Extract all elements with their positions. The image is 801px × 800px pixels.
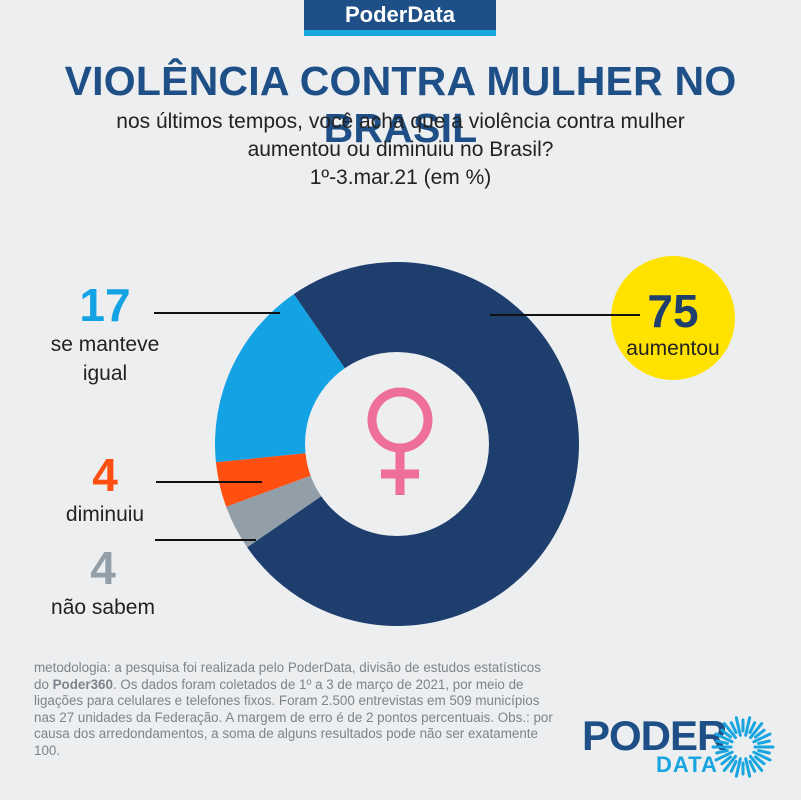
label-diminuiu: 4 diminuiu	[40, 452, 170, 529]
sunburst-ray	[729, 759, 738, 773]
poderdata-badge: PoderData	[304, 0, 496, 36]
text-aumentou: aumentou	[626, 337, 720, 360]
sunburst-ray	[722, 722, 738, 740]
sunburst-ray	[744, 757, 752, 778]
sunburst-ray	[748, 759, 757, 773]
sunburst-ray	[748, 721, 757, 735]
sunburst-ray	[734, 757, 742, 778]
sunburst-ray	[729, 721, 738, 735]
value-aumentou: 75	[647, 285, 699, 337]
subtitle-question-line2: aumentou ou diminuiu no Brasil?	[247, 138, 554, 161]
sunburst-ray	[748, 722, 764, 740]
methodology-brand: Poder360	[52, 676, 113, 692]
text-se-manteve-line1: se manteve	[50, 333, 160, 356]
page-title: VIOLÊNCIA CONTRA MULHER NO BRASIL	[64, 58, 737, 151]
sunburst-ray	[754, 728, 766, 739]
methodology-note: metodologia: a pesquisa foi realizada pe…	[34, 660, 554, 760]
sunburst-ray	[722, 754, 738, 772]
value-nao-sabem: 4	[90, 542, 116, 594]
female-symbol-icon	[367, 387, 433, 495]
logo-data-text: DATA	[656, 752, 718, 777]
sunburst-ray	[714, 732, 734, 744]
sunburst-ray	[752, 750, 772, 762]
logo-poder-text: PODER	[582, 712, 727, 759]
sunburst-ray	[752, 732, 772, 744]
methodology-part2: . Os dados foram coletados de 1º a 3 de …	[34, 676, 553, 758]
sunburst-logo-icon	[711, 716, 775, 778]
methodology-part1: metodologia: a pesquisa foi realizada pe…	[34, 660, 541, 692]
subtitle-question-line1: nos últimos tempos, você acha que a viol…	[116, 110, 685, 133]
text-diminuiu: diminuiu	[65, 503, 145, 526]
label-aumentou: 75 aumentou	[603, 288, 743, 363]
value-diminuiu: 4	[92, 449, 118, 501]
label-nao-sabem: 4 não sabem	[33, 545, 173, 622]
poderdata-logo: PODER DATA	[582, 712, 782, 782]
sunburst-ray	[744, 716, 752, 737]
sunburst-ray	[715, 739, 729, 745]
sunburst-ray	[757, 739, 771, 745]
sunburst-ray	[715, 749, 729, 755]
sunburst-ray	[757, 749, 771, 755]
sunburst-ray	[754, 755, 766, 766]
subtitle-date: 1º-3.mar.21 (em %)	[309, 166, 492, 189]
sunburst-ray	[714, 750, 734, 762]
value-se-manteve-igual: 17	[79, 279, 131, 331]
sunburst-ray	[720, 728, 732, 739]
label-se-manteve-igual: 17 se manteve igual	[30, 282, 180, 388]
highlight-circle-aumentou	[611, 256, 735, 380]
subtitle: nos últimos tempos, você acha que a viol…	[0, 108, 801, 192]
text-se-manteve-line2: igual	[82, 362, 128, 385]
sunburst-ray	[734, 716, 742, 737]
sunburst-ray	[748, 754, 764, 772]
text-nao-sabem: não sabem	[51, 596, 155, 619]
sunburst-ray	[720, 755, 732, 766]
